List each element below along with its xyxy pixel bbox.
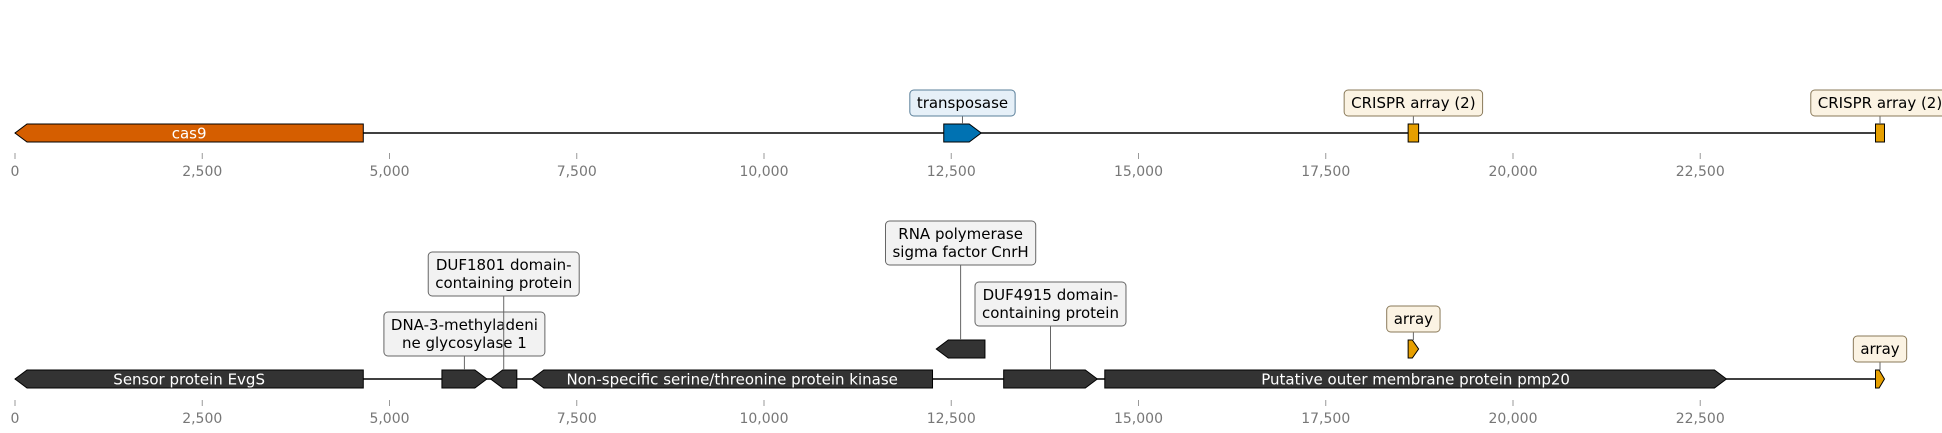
axis-tick-label: 2,500: [182, 411, 222, 427]
axis-tick-label: 10,000: [739, 411, 788, 427]
feature-cas9: cas9: [14, 123, 364, 143]
feature-label: array: [1394, 310, 1433, 328]
feature-sensor-evgs: Sensor protein EvgS: [14, 369, 364, 389]
feature-crispr-array-2: CRISPR array (2): [1810, 89, 1942, 143]
feature-array-2: array: [1852, 335, 1908, 389]
axis-tick-label: 10,000: [739, 164, 788, 180]
feature-arrow: [1875, 369, 1886, 389]
axis-tick-label: 12,500: [927, 164, 976, 180]
feature-arrow: [1407, 123, 1420, 143]
axis-tick-label: 0: [11, 164, 20, 180]
axis-tick-label: 5,000: [369, 411, 409, 427]
feature-arrow: [489, 369, 518, 389]
feature-label: array: [1860, 340, 1899, 358]
label-box: [1386, 305, 1441, 333]
axis-tick-label: 17,500: [1301, 164, 1350, 180]
feature-duf4915: DUF4915 domain-containing protein: [974, 281, 1127, 389]
axis-tick-label: 5,000: [369, 164, 409, 180]
track-top: 0 2,500 5,000 7,500 10,000 12,500 15,000 17,500…: [11, 89, 1942, 180]
feature-arrow: [1104, 369, 1728, 389]
label-box: [1343, 89, 1484, 117]
axis-tick-label: 2,500: [182, 164, 222, 180]
axis-tick-label: 7,500: [557, 411, 597, 427]
axis-tick-label: 12,500: [927, 411, 976, 427]
label-box: [1852, 335, 1908, 363]
feature-pmp20: Putative outer membrane protein pmp20: [1104, 369, 1728, 389]
feature-duf1801: DUF1801 domain-containing protein: [427, 251, 580, 389]
feature-label: Putative outer membrane protein pmp20: [1261, 371, 1570, 389]
feature-label: DUF4915 domain-: [983, 286, 1119, 304]
feature-label: ne glycosylase 1: [402, 334, 527, 352]
label-box: [909, 89, 1016, 117]
feature-label: DUF1801 domain-: [436, 256, 572, 274]
feature-label: RNA polymerase: [898, 225, 1023, 243]
axis: 0 2,500 5,000 7,500 10,000 12,500 15,000 17,500…: [11, 400, 1725, 427]
feature-array-1: array: [1386, 305, 1441, 359]
axis-tick-label: 15,000: [1114, 411, 1163, 427]
feature-serine-threonine-kinase: Non-specific serine/threonine protein ki…: [530, 369, 934, 389]
feature-arrow: [14, 369, 364, 389]
feature-arrow: [14, 123, 364, 143]
axis-tick-label: 20,000: [1488, 411, 1537, 427]
feature-arrow: [530, 369, 934, 389]
track-bottom: 0 2,500 5,000 7,500 10,000 12,500 15,000 17,500…: [11, 220, 1908, 427]
feature-arrow: [441, 369, 488, 389]
feature-arrow: [943, 123, 983, 143]
feature-crispr-array-1: CRISPR array (2): [1343, 89, 1484, 143]
label-box: [427, 251, 580, 297]
feature-label: sigma factor CnrH: [892, 243, 1028, 261]
axis-tick-label: 20,000: [1488, 164, 1537, 180]
feature-label: containing protein: [982, 304, 1119, 322]
label-box: [884, 220, 1037, 266]
feature-label: transposase: [917, 94, 1008, 112]
axis-tick-label: 7,500: [557, 164, 597, 180]
axis-tick-label: 22,500: [1676, 164, 1725, 180]
label-box: [974, 281, 1127, 327]
feature-label: Non-specific serine/threonine protein ki…: [566, 371, 897, 389]
axis-tick-label: 17,500: [1301, 411, 1350, 427]
feature-label: CRISPR array (2): [1818, 94, 1942, 112]
feature-transposase: transposase: [909, 89, 1016, 143]
feature-arrow: [1003, 369, 1099, 389]
feature-label: Sensor protein EvgS: [113, 371, 265, 389]
feature-label: DNA-3-methyladeni: [391, 316, 538, 334]
feature-label: cas9: [172, 125, 207, 143]
feature-arrow: [935, 339, 986, 359]
feature-label: containing protein: [435, 274, 572, 292]
axis-tick-label: 22,500: [1676, 411, 1725, 427]
feature-arrow: [1407, 339, 1420, 359]
axis-tick-label: 0: [11, 411, 20, 427]
label-box: [1810, 89, 1942, 117]
axis-tick-label: 15,000: [1114, 164, 1163, 180]
feature-arrow: [1875, 123, 1885, 143]
axis: 0 2,500 5,000 7,500 10,000 12,500 15,000 17,500…: [11, 153, 1725, 180]
label-box: [383, 311, 546, 357]
feature-label: CRISPR array (2): [1351, 94, 1475, 112]
